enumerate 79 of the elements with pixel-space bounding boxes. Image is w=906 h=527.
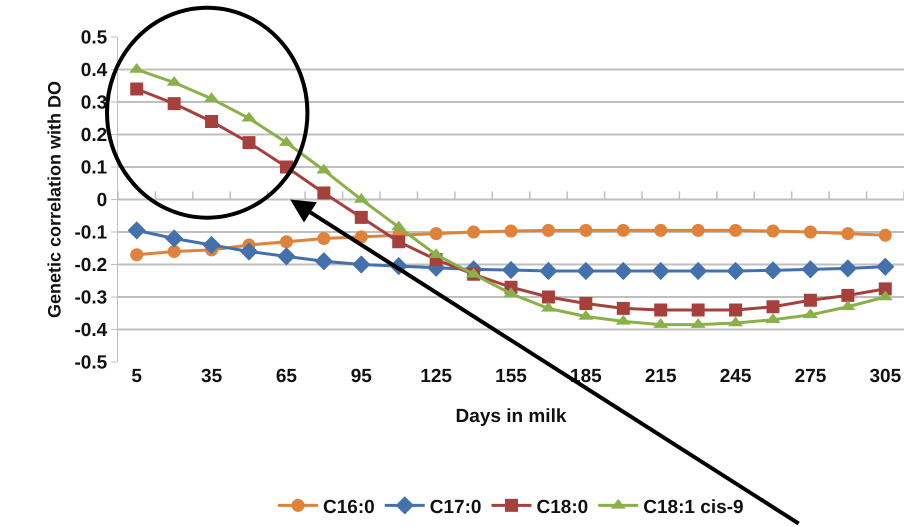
y-tick-label: -0.5 <box>74 352 108 374</box>
x-tick-label: 275 <box>794 366 827 387</box>
x-tick-label: 65 <box>276 366 298 387</box>
x-tick-label: 245 <box>720 366 752 387</box>
point <box>317 232 330 245</box>
point <box>542 224 555 237</box>
point <box>317 186 330 200</box>
x-tick-label: 155 <box>495 366 528 387</box>
point <box>504 224 518 238</box>
y-tick-label: -0.4 <box>74 320 108 342</box>
point <box>354 230 368 244</box>
x-axis-title: Days in milk <box>456 406 567 427</box>
y-tick-label: 0.2 <box>80 125 108 146</box>
y-tick-label: -0.3 <box>74 288 108 309</box>
x-tick-label: 305 <box>869 366 902 387</box>
legend-label: C16:0 <box>323 496 375 518</box>
point <box>168 97 181 110</box>
point <box>579 224 592 237</box>
point <box>576 262 595 280</box>
point <box>692 224 705 237</box>
point <box>616 224 630 237</box>
point <box>652 262 670 280</box>
point <box>352 255 370 274</box>
point <box>502 260 520 280</box>
y-tick-label: 0.4 <box>80 60 108 82</box>
legend-label: C18:0 <box>536 496 588 518</box>
point <box>764 261 782 280</box>
point <box>654 304 668 316</box>
point <box>692 304 705 316</box>
x-tick-label: 35 <box>201 366 223 387</box>
point <box>804 226 817 238</box>
point <box>542 290 555 304</box>
point <box>430 227 443 240</box>
point <box>280 235 293 248</box>
point <box>205 115 218 128</box>
point <box>841 227 854 240</box>
point <box>804 294 817 307</box>
x-tick-label: 125 <box>420 366 452 387</box>
point <box>277 247 296 266</box>
y-tick-label: 0.1 <box>80 158 108 179</box>
x-tick-label: 95 <box>350 366 372 387</box>
point <box>878 228 892 242</box>
point <box>729 224 742 237</box>
point <box>801 260 820 278</box>
point <box>128 221 146 240</box>
point <box>726 262 745 280</box>
legend-label: C18:1 cis-9 <box>643 496 744 518</box>
y-tick-label: 0.5 <box>80 28 108 49</box>
point <box>168 245 181 258</box>
point <box>729 304 742 316</box>
point <box>165 229 184 248</box>
x-tick-label: 215 <box>644 366 677 387</box>
point <box>766 300 780 314</box>
x-tick-label: 5 <box>131 366 142 387</box>
point <box>314 252 333 270</box>
point <box>130 82 144 96</box>
point <box>240 242 258 261</box>
point <box>876 258 894 276</box>
point <box>689 262 708 280</box>
point <box>354 210 368 224</box>
point <box>841 288 854 302</box>
point <box>654 224 668 237</box>
legend-label: C17:0 <box>430 496 482 518</box>
y-tick-label: -0.1 <box>74 222 108 244</box>
point <box>242 136 256 150</box>
y-axis-title: Genetic correlation with DO <box>44 80 65 318</box>
y-tick-label: 0 <box>96 190 108 212</box>
point <box>467 226 480 238</box>
point <box>202 236 221 254</box>
point <box>616 302 630 315</box>
y-tick-label: 0.3 <box>80 92 108 114</box>
point <box>838 259 857 278</box>
point <box>579 297 592 310</box>
point <box>766 224 780 238</box>
point <box>539 262 558 280</box>
point <box>392 235 406 248</box>
y-tick-label: -0.2 <box>74 255 108 276</box>
point <box>130 248 144 262</box>
point <box>614 262 632 280</box>
